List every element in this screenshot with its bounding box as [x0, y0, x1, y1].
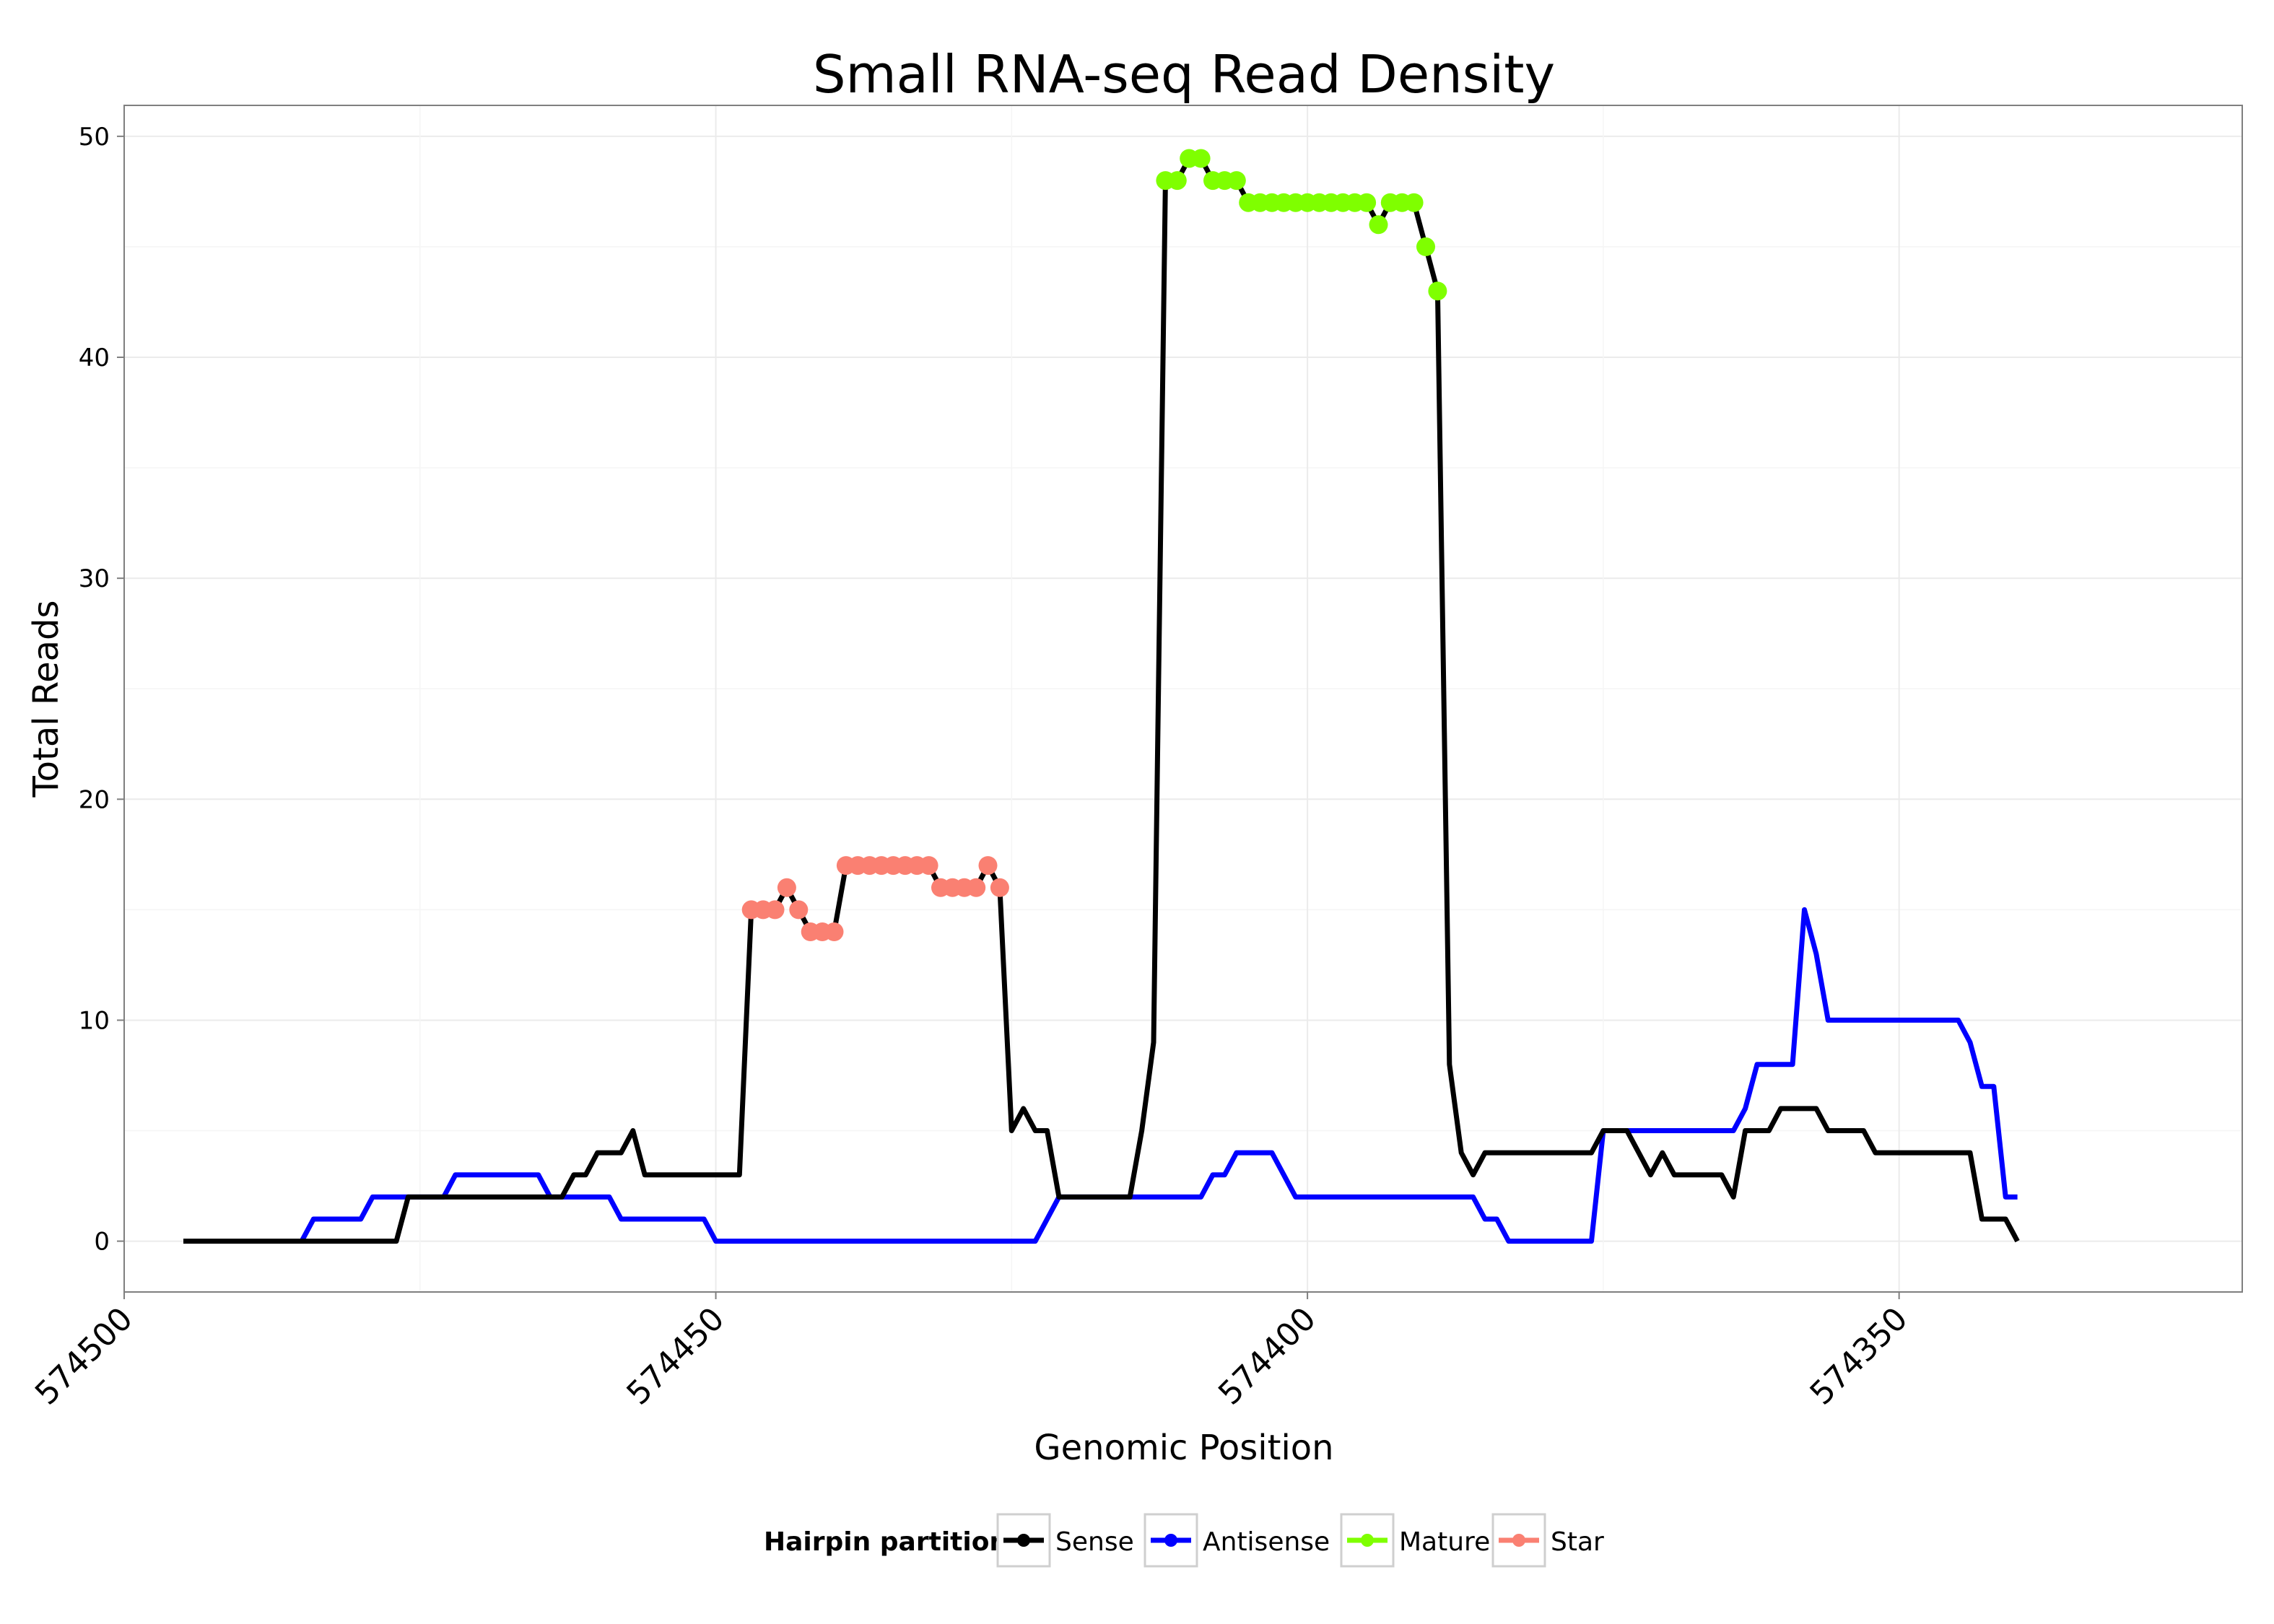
plot-area	[124, 105, 2242, 1292]
data-point-mature	[1416, 237, 1435, 256]
x-tick-label: 574350	[1803, 1301, 1915, 1413]
legend-label-mature: Mature	[1399, 1527, 1490, 1557]
data-point-mature	[1191, 149, 1211, 168]
legend-key-point	[1512, 1534, 1525, 1547]
data-point-mature	[1227, 171, 1246, 191]
data-point-mature	[1167, 171, 1187, 191]
data-point-mature	[1369, 215, 1388, 235]
legend-key-point	[1164, 1534, 1177, 1547]
data-point-star	[978, 856, 998, 876]
y-tick-label: 20	[79, 785, 110, 814]
y-tick-label: 30	[79, 564, 110, 593]
y-tick-label: 50	[79, 123, 110, 152]
legend-key-point	[1017, 1534, 1030, 1547]
data-point-star	[919, 856, 938, 876]
y-axis-title: Total Reads	[26, 601, 66, 798]
data-point-star	[789, 900, 809, 920]
plot-border	[123, 105, 2243, 1293]
data-point-star	[824, 922, 844, 941]
legend-title: Hairpin partition	[764, 1527, 1008, 1557]
y-tick-label: 0	[94, 1228, 110, 1257]
y-tick-label: 10	[79, 1006, 110, 1035]
legend-label-star: Star	[1551, 1527, 1604, 1557]
x-tick-label: 574450	[619, 1301, 731, 1413]
series-layer	[183, 149, 2020, 1244]
x-tick-label: 574500	[28, 1301, 140, 1413]
legend-key-point	[1361, 1534, 1374, 1547]
legend: Hairpin partition Sense Antisense Mature St…	[764, 1513, 1604, 1568]
data-point-mature	[1404, 193, 1424, 212]
data-point-mature	[1357, 193, 1377, 212]
data-point-star	[967, 878, 986, 897]
data-point-mature	[1428, 281, 1447, 301]
x-tick-label: 574400	[1211, 1301, 1323, 1413]
data-point-star	[990, 878, 1009, 897]
series-line-sense	[183, 156, 2020, 1244]
chart-title: Small RNA-seq Read Density	[813, 44, 1555, 105]
legend-label-sense: Sense	[1055, 1527, 1134, 1557]
data-point-star	[765, 900, 785, 920]
y-tick-label: 40	[79, 344, 110, 372]
legend-label-antisense: Antisense	[1203, 1527, 1330, 1557]
data-point-star	[777, 878, 796, 897]
x-axis: 574500 574450 574400 574350	[28, 1292, 1914, 1413]
series-line-antisense	[299, 907, 2018, 1244]
x-axis-title: Genomic Position	[1034, 1428, 1333, 1468]
y-axis: 0 10 20 30 40 50	[79, 123, 124, 1257]
